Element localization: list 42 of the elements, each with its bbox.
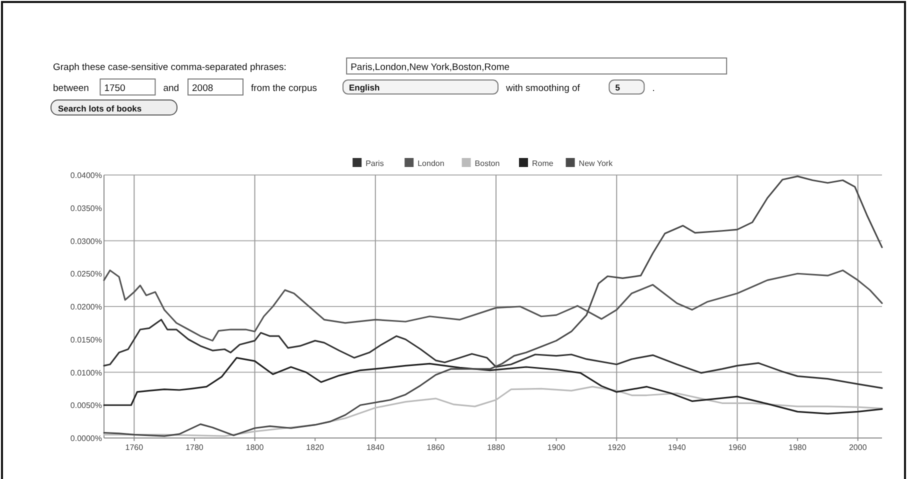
y-tick-label: 0.0350%: [70, 204, 102, 213]
y-tick-label: 0.0050%: [70, 401, 102, 410]
y-tick-label: 0.0300%: [70, 236, 102, 246]
text: between: [53, 83, 89, 94]
x-tick-label: 2000: [848, 443, 868, 452]
legend-label: New York: [578, 159, 614, 168]
y-tick-label: 0.0250%: [70, 270, 102, 279]
legend-label: Paris: [366, 159, 384, 168]
text: with smoothing of: [505, 83, 580, 94]
y-tick-label: 0.0200%: [70, 302, 102, 312]
text: Paris,London,New York,Boston,Rome: [350, 62, 510, 73]
text: Search lots of books: [58, 104, 142, 114]
y-tick-label: 0.0150%: [70, 335, 102, 344]
line-series: [103, 318, 883, 389]
text: 2008: [192, 83, 214, 94]
y-tick-label: 0.0100%: [70, 368, 102, 378]
text: 1750: [104, 83, 126, 94]
legend-label: London: [418, 159, 444, 168]
y-tick-label: 0.0400%: [70, 171, 102, 180]
x-tick-label: 1920: [608, 443, 626, 452]
legend-label: Rome: [532, 159, 554, 168]
y-tick-label: 0.0000%: [70, 434, 102, 443]
text: and: [163, 83, 180, 94]
text: from the corpus: [251, 83, 318, 94]
x-tick-label: 1880: [487, 443, 506, 452]
x-tick-label: 1840: [366, 443, 385, 452]
text: .: [652, 83, 655, 94]
x-tick-label: 1960: [728, 443, 747, 452]
x-tick-label: 1860: [426, 443, 446, 452]
x-tick-label: 1820: [306, 443, 325, 452]
x-tick-label: 1940: [668, 443, 686, 452]
legend-label: Boston: [474, 159, 500, 168]
x-tick-label: 1900: [547, 443, 566, 452]
text: Graph these case-sensitive comma-separated phrases:: [53, 62, 286, 73]
line-series: [103, 176, 883, 437]
x-tick-label: 1800: [246, 443, 264, 452]
x-tick-label: 1760: [125, 443, 144, 452]
text: 5: [615, 82, 620, 92]
x-tick-label: 1980: [788, 443, 808, 452]
x-tick-label: 1780: [186, 443, 204, 452]
text: English: [349, 82, 380, 92]
line-series: [103, 356, 883, 414]
